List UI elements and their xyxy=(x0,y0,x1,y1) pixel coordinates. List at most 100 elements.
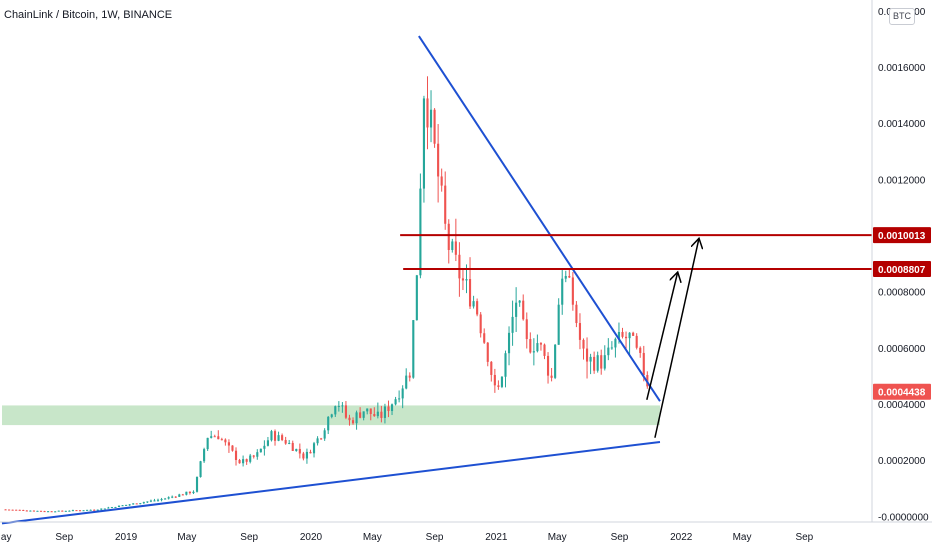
candle-body xyxy=(135,503,138,505)
candle-body xyxy=(277,435,280,441)
candle-body xyxy=(121,505,124,507)
candle-body xyxy=(564,275,567,279)
candle-body xyxy=(8,509,11,511)
candle-body xyxy=(54,511,57,513)
candle-body xyxy=(603,355,606,369)
candle-body xyxy=(355,412,358,424)
candle-body xyxy=(199,461,202,477)
candle-body xyxy=(327,416,330,431)
candle-body xyxy=(561,278,564,305)
candle-body xyxy=(617,332,621,339)
candle-body xyxy=(50,511,53,513)
candle-body xyxy=(557,304,560,345)
y-tick-label: -0.0000000 xyxy=(878,512,929,523)
candle-body xyxy=(589,356,592,362)
trendline[interactable] xyxy=(418,35,661,402)
candle-body xyxy=(401,388,404,399)
candle-body xyxy=(302,453,305,459)
candle-body xyxy=(344,405,347,418)
chart-title: ChainLink / Bitcoin, 1W, BINANCE xyxy=(4,9,173,21)
candle-body xyxy=(43,511,46,513)
candle-body xyxy=(447,223,450,250)
candle-body xyxy=(39,510,43,512)
candle-body xyxy=(522,300,525,320)
candle-body xyxy=(312,443,316,454)
candle-body xyxy=(64,510,67,512)
candle-body xyxy=(185,491,188,495)
candle-body xyxy=(568,275,571,278)
candle-body xyxy=(341,405,344,407)
y-tick-label: 0.0014000 xyxy=(878,119,926,130)
candle-body xyxy=(227,442,230,446)
candle-body xyxy=(78,510,82,512)
resistance-price-tag-bg xyxy=(873,227,931,244)
candle-body xyxy=(142,502,145,504)
candle-body xyxy=(376,411,379,417)
candle-body xyxy=(288,442,291,444)
candle-body xyxy=(444,185,447,224)
candle-body xyxy=(252,455,255,457)
candle-body xyxy=(107,507,110,509)
candle-body xyxy=(206,437,209,450)
candle-body xyxy=(554,344,557,378)
candle-body xyxy=(139,503,142,505)
candle-body xyxy=(125,504,128,506)
candle-body xyxy=(86,509,89,511)
candle-body xyxy=(128,504,131,506)
candle-body xyxy=(607,347,610,356)
candle-body xyxy=(22,509,25,511)
last-price-tag: 0.0004438 xyxy=(878,388,926,399)
candle-body xyxy=(571,277,574,305)
candle-body xyxy=(266,440,269,446)
candle-body xyxy=(316,438,319,444)
candle-body xyxy=(575,304,578,324)
candle-body xyxy=(103,508,106,510)
projection-arrow[interactable] xyxy=(646,272,678,400)
x-tick-label: May xyxy=(548,532,567,543)
candle-body xyxy=(156,499,160,501)
candle-body xyxy=(15,509,18,511)
candle-body xyxy=(490,361,493,375)
projection-arrow[interactable] xyxy=(654,238,699,438)
candle-body xyxy=(89,509,92,511)
candle-body xyxy=(75,510,78,512)
candle-body xyxy=(188,491,191,494)
candle-body xyxy=(32,510,35,512)
candle-body xyxy=(610,347,613,349)
trendline[interactable] xyxy=(1,440,661,525)
candle-body xyxy=(461,278,465,281)
candle-body xyxy=(153,500,156,502)
x-tick-label: 2019 xyxy=(115,532,138,543)
candle-body xyxy=(337,405,340,407)
currency-badge[interactable]: BTC xyxy=(889,8,915,25)
candle-body xyxy=(334,406,337,415)
y-tick-label: 0.0016000 xyxy=(878,63,926,74)
candle-body xyxy=(408,375,411,378)
x-tick-label: May xyxy=(363,532,382,543)
candle-body xyxy=(628,332,631,339)
candle-body xyxy=(284,440,287,444)
y-tick-label: 0.0012000 xyxy=(878,175,926,186)
candle-body xyxy=(373,414,376,417)
candle-body xyxy=(192,491,195,494)
x-tick-label: 2021 xyxy=(485,532,508,543)
candle-body xyxy=(585,348,589,362)
candle-body xyxy=(614,338,617,348)
candle-body xyxy=(36,510,39,512)
candle-body xyxy=(642,352,645,375)
candle-body xyxy=(635,335,638,348)
candle-body xyxy=(309,451,312,454)
candle-body xyxy=(238,459,241,464)
candle-body xyxy=(440,176,443,186)
candle-body xyxy=(504,353,507,377)
candle-body xyxy=(160,499,163,501)
candle-body xyxy=(259,448,262,453)
candle-body xyxy=(429,109,433,128)
candle-body xyxy=(100,508,103,510)
candle-body xyxy=(203,449,206,462)
candle-body xyxy=(110,507,113,509)
candle-body xyxy=(621,332,624,337)
candle-body xyxy=(132,503,135,505)
candle-body xyxy=(11,509,14,511)
